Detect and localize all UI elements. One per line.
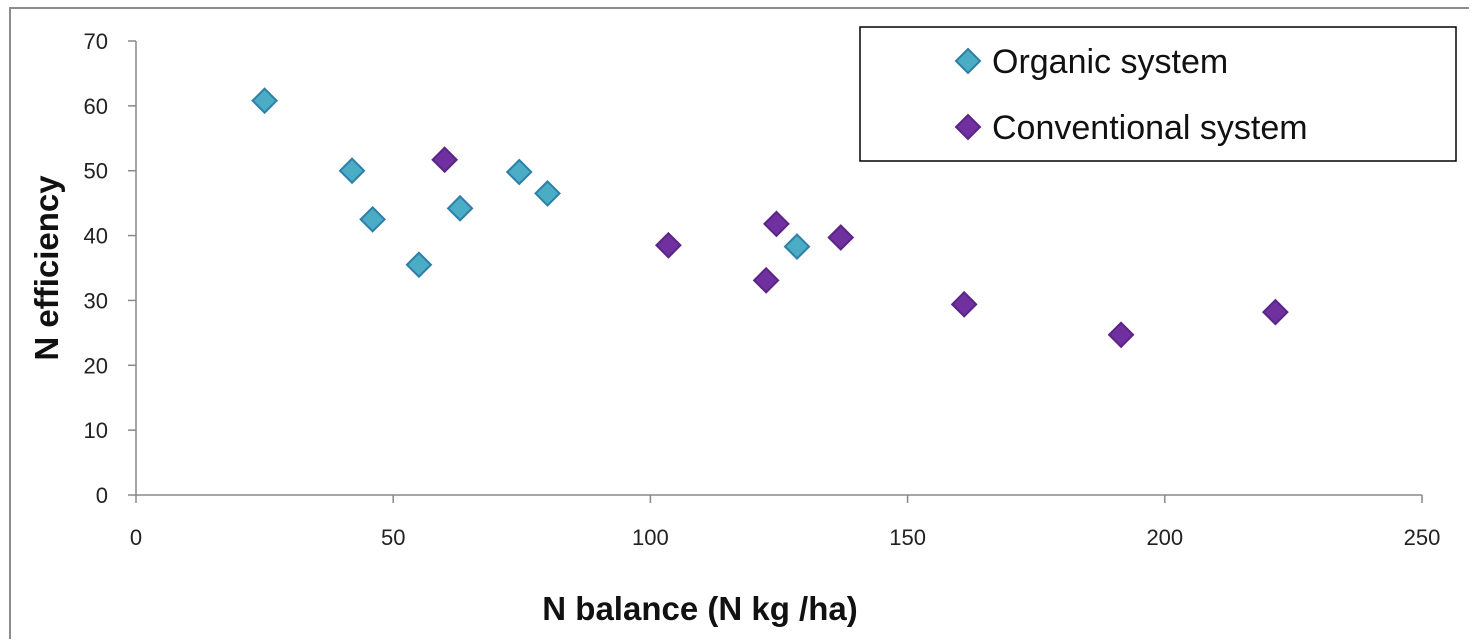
x-tick-label: 0 (130, 525, 142, 550)
data-point (536, 181, 560, 205)
x-tick-label: 150 (889, 525, 926, 550)
legend-label-organic: Organic system (992, 43, 1228, 81)
data-point (656, 233, 680, 257)
legend-label-conventional: Conventional system (992, 109, 1308, 147)
series-1 (433, 148, 1288, 347)
data-point (952, 292, 976, 316)
legend: Organic system Conventional system (860, 27, 1456, 161)
data-point (754, 268, 778, 292)
data-point (785, 235, 809, 259)
y-ticks: 0 10 20 30 40 50 60 70 (84, 29, 136, 508)
data-point (361, 207, 385, 231)
x-axis-title: N balance (N kg /ha) (542, 590, 857, 627)
data-point (829, 226, 853, 250)
x-tick-label: 250 (1404, 525, 1441, 550)
data-point (507, 160, 531, 184)
x-tick-label: 50 (381, 525, 405, 550)
y-tick-label: 20 (84, 353, 108, 378)
data-point (1109, 323, 1133, 347)
data-point (433, 148, 457, 172)
data-point (1263, 300, 1287, 324)
series-0 (253, 89, 809, 277)
y-tick-label: 30 (84, 288, 108, 313)
y-tick-label: 70 (84, 29, 108, 54)
x-ticks: 0 50 100 150 200 250 (130, 495, 1440, 550)
y-tick-label: 60 (84, 94, 108, 119)
y-tick-label: 40 (84, 224, 108, 249)
x-tick-label: 200 (1146, 525, 1183, 550)
y-tick-label: 0 (96, 483, 108, 508)
data-point (448, 196, 472, 220)
y-tick-label: 50 (84, 159, 108, 184)
data-point (407, 253, 431, 277)
y-tick-label: 10 (84, 418, 108, 443)
data-point (253, 89, 277, 113)
data-point (764, 212, 788, 236)
data-point (340, 159, 364, 183)
x-tick-label: 100 (632, 525, 669, 550)
y-axis-title: N efficiency (28, 175, 65, 361)
